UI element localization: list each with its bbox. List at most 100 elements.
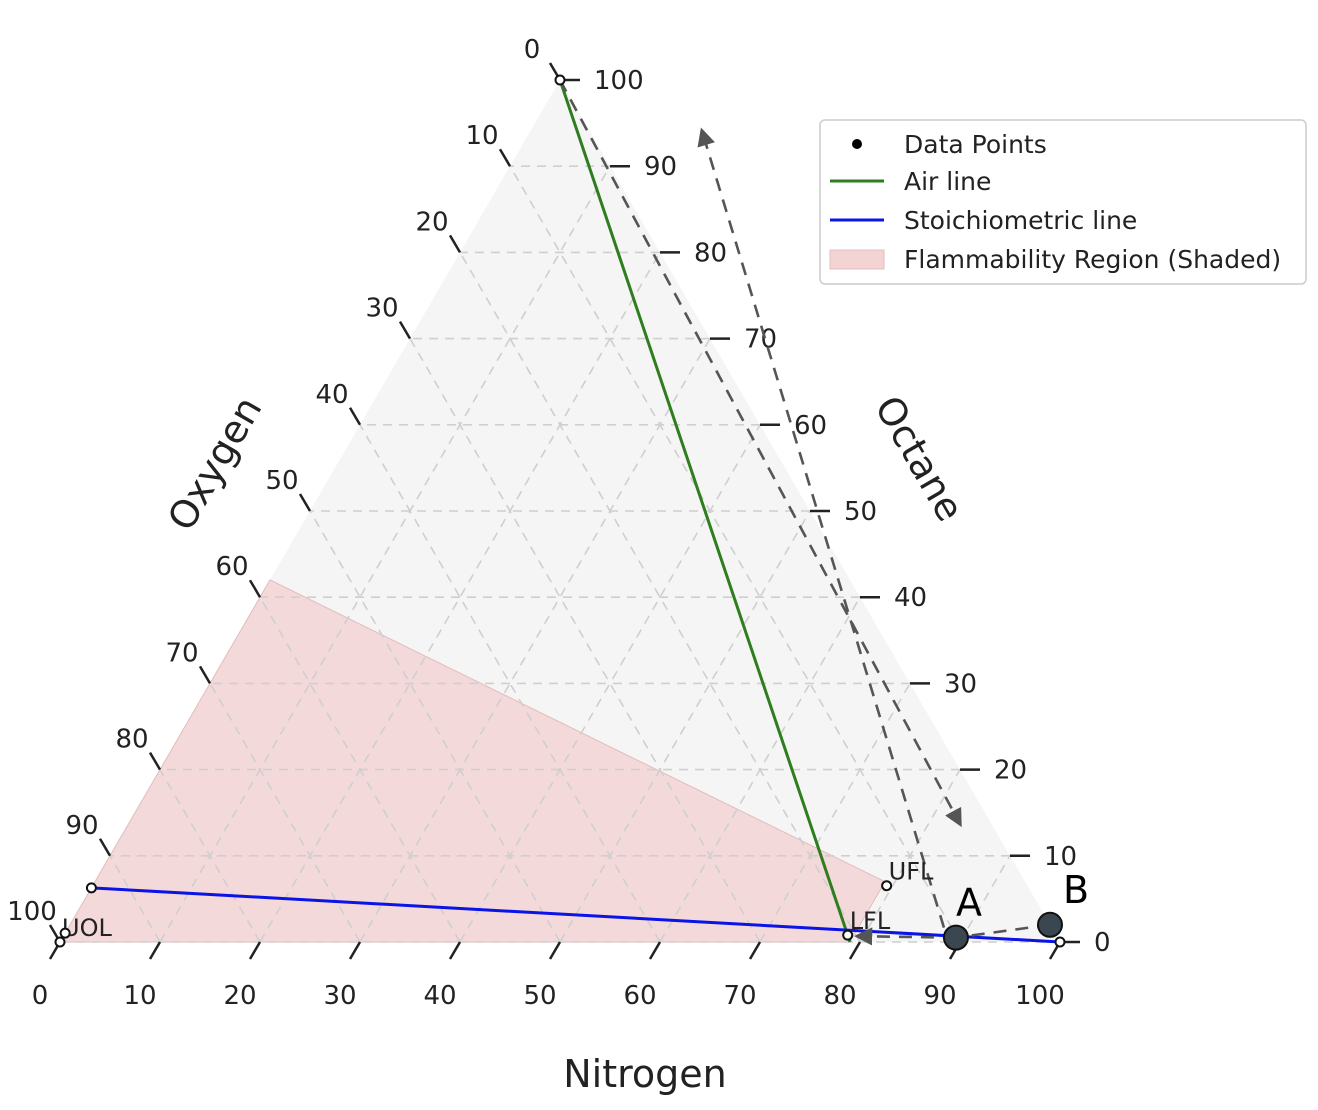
legend-label-data-points: Data Points <box>904 130 1047 159</box>
data-point-uol <box>54 936 66 948</box>
tick-label-oxygen-30: 30 <box>365 294 398 324</box>
data-point-label-ufl: UFL <box>889 858 934 886</box>
dashed-paths-layer <box>558 79 1051 946</box>
grid-line-oxygen-20 <box>459 251 861 943</box>
grid-line-nitrogen-30 <box>359 338 711 943</box>
tick-nitrogen-10 <box>148 941 162 960</box>
tick-label-oxygen-80: 80 <box>115 725 148 755</box>
grid-line-oxygen-30 <box>409 338 761 943</box>
marker-label-a: A <box>956 881 982 925</box>
tick-label-oxygen-70: 70 <box>165 638 198 668</box>
data-point-lfl <box>842 929 854 941</box>
data-point-lol <box>59 927 71 939</box>
tick-label-nitrogen-40: 40 <box>423 981 456 1011</box>
tick-oxygen-40 <box>348 407 362 426</box>
grid-line-oxygen-90 <box>109 855 161 943</box>
stoichiometric-line <box>91 886 1061 944</box>
marker-label-b: B <box>1063 868 1089 912</box>
tick-label-octane-50: 50 <box>844 497 877 527</box>
legend-swatch-flammability-region <box>829 249 885 270</box>
tick-nitrogen-20 <box>248 941 262 960</box>
tick-label-nitrogen-80: 80 <box>823 981 856 1011</box>
points-layer: UOL UFL LFL A B <box>54 74 1089 951</box>
dashed-path-a-to-lfl <box>854 927 956 946</box>
tick-oxygen-70 <box>198 665 212 685</box>
tick-label-octane-100: 100 <box>594 66 644 96</box>
marker-a <box>942 924 969 951</box>
data-point-stoich-start <box>85 882 97 894</box>
tick-label-nitrogen-60: 60 <box>623 981 656 1011</box>
tick-label-oxygen-90: 90 <box>65 811 98 841</box>
legend-frame <box>819 119 1307 285</box>
tick-nitrogen-40 <box>448 941 462 960</box>
tick-label-octane-40: 40 <box>894 583 927 613</box>
grid-line-oxygen-50 <box>309 510 561 943</box>
grid-line-oxygen-70 <box>209 682 361 943</box>
tick-nitrogen-70 <box>748 941 762 960</box>
air-line <box>558 79 852 943</box>
legend-label-flammability-region: Flammability Region (Shaded) <box>904 245 1281 274</box>
dashed-path-lfl-to-top <box>697 127 946 929</box>
tick-label-nitrogen-10: 10 <box>123 981 156 1011</box>
tick-label-nitrogen-20: 20 <box>223 981 256 1011</box>
tick-nitrogen-50 <box>548 941 562 960</box>
tick-nitrogen-60 <box>648 941 662 960</box>
grid-line-nitrogen-80 <box>859 769 961 943</box>
legend-label-air-line: Air line <box>904 167 991 196</box>
tick-oxygen-50 <box>298 493 312 512</box>
tick-label-octane-80: 80 <box>694 238 727 268</box>
legend-label-stoichiometric-line: Stoichiometric line <box>904 206 1137 235</box>
tick-label-nitrogen-90: 90 <box>923 981 956 1011</box>
tick-label-oxygen-40: 40 <box>315 380 348 410</box>
tick-label-octane-0: 0 <box>1094 928 1111 958</box>
tick-label-octane-70: 70 <box>744 325 777 355</box>
legend-marker-data-points <box>852 139 862 149</box>
grid-line-oxygen-80 <box>159 769 261 943</box>
axis-title-oxygen: Oxygen <box>159 389 270 538</box>
tick-label-oxygen-20: 20 <box>415 207 448 237</box>
grid-line-nitrogen-90 <box>959 855 1011 943</box>
tick-oxygen-10 <box>498 148 512 167</box>
data-point-stoich-end <box>1054 936 1066 948</box>
dashed-path-top-to-b <box>558 79 962 828</box>
tick-nitrogen-80 <box>848 941 862 960</box>
data-point-label-uol: UOL <box>62 914 112 942</box>
grid-line-nitrogen-60 <box>659 596 861 943</box>
tick-label-octane-10: 10 <box>1044 842 1077 872</box>
tick-label-octane-20: 20 <box>994 756 1027 786</box>
grid-line-nitrogen-70 <box>759 682 911 943</box>
tick-label-nitrogen-30: 30 <box>323 981 356 1011</box>
tick-label-nitrogen-70: 70 <box>723 981 756 1011</box>
tick-label-oxygen-60: 60 <box>215 552 248 582</box>
tick-label-nitrogen-100: 100 <box>1015 981 1065 1011</box>
tick-label-octane-90: 90 <box>644 152 677 182</box>
axis-title-octane: Octane <box>866 388 972 528</box>
grid-line-nitrogen-10 <box>159 165 611 943</box>
tick-label-oxygen-10: 10 <box>465 121 498 151</box>
grid-layer <box>60 165 1060 943</box>
legend: Data Points Air line Stoichiometric line… <box>819 119 1307 285</box>
grid-line-oxygen-60 <box>259 596 461 943</box>
grid-line-oxygen-10 <box>509 165 961 943</box>
tick-label-nitrogen-50: 50 <box>523 981 556 1011</box>
axis-title-nitrogen: Nitrogen <box>563 1052 727 1096</box>
tick-oxygen-30 <box>398 320 412 340</box>
tick-label-octane-60: 60 <box>794 411 827 441</box>
tick-label-oxygen-100: 100 <box>7 897 57 927</box>
grid-line-nitrogen-20 <box>259 251 661 943</box>
data-point-ufl <box>881 880 893 892</box>
data-point-label-lfl: LFL <box>850 907 891 935</box>
grid-line-nitrogen-50 <box>559 510 811 943</box>
tick-label-octane-30: 30 <box>944 669 977 699</box>
data-point-octane-vertex <box>554 74 566 86</box>
tick-layer: 0 10 20 30 40 50 60 70 80 90 100010203040506070809… <box>7 35 1110 1011</box>
tick-label-oxygen-50: 50 <box>265 466 298 496</box>
tick-oxygen-60 <box>248 579 262 598</box>
tick-label-nitrogen-0: 0 <box>32 981 49 1011</box>
lines-layer <box>91 79 1061 944</box>
tick-nitrogen-30 <box>348 941 362 960</box>
tick-oxygen-20 <box>448 234 462 254</box>
tick-label-oxygen-0: 0 <box>524 35 541 65</box>
dashed-path-b-to-a <box>955 923 1051 939</box>
